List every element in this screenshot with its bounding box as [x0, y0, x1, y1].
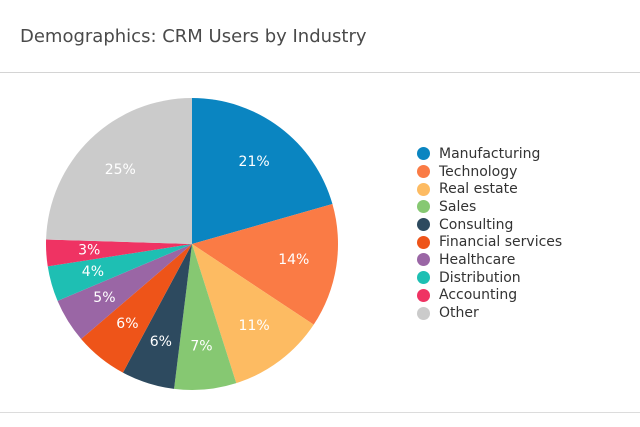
- legend-swatch: [417, 271, 430, 285]
- pie-slice-other: [46, 98, 192, 244]
- legend-label: Technology: [439, 163, 518, 180]
- legend-swatch: [417, 182, 430, 196]
- slice-value-label-consulting: 6%: [150, 334, 172, 350]
- slice-value-label-distribution: 4%: [82, 264, 104, 280]
- legend-label: Consulting: [439, 216, 514, 233]
- pie-slice-labels: 21%14%11%7%6%6%5%4%3%25%: [78, 154, 309, 355]
- legend-item-real-estate: Real estate: [417, 180, 562, 198]
- pie-slice-technology: [192, 204, 339, 325]
- pie-slice-manufacturing: [192, 98, 333, 244]
- pie-slices: [46, 98, 339, 390]
- slice-value-label-accounting: 3%: [78, 242, 100, 258]
- legend-item-accounting: Accounting: [417, 287, 562, 305]
- legend-swatch: [417, 147, 430, 161]
- legend-label: Healthcare: [439, 251, 516, 268]
- legend-swatch: [417, 218, 430, 232]
- legend-swatch: [417, 235, 430, 249]
- chart-legend: Manufacturing Technology Real estate Sales C…: [417, 145, 562, 322]
- legend-item-consulting: Consulting: [417, 216, 562, 234]
- legend-swatch: [417, 200, 430, 214]
- legend-label: Other: [439, 305, 479, 322]
- legend-label: Financial services: [439, 234, 563, 251]
- legend-item-financial-services: Financial services: [417, 233, 562, 251]
- pie-slice-real-estate: [192, 244, 314, 384]
- pie-slice-financial-services: [81, 244, 192, 373]
- legend-label: Sales: [439, 198, 477, 215]
- legend-label: Accounting: [439, 287, 518, 304]
- legend-label: Real estate: [439, 181, 518, 198]
- slice-value-label-other: 25%: [105, 162, 136, 178]
- legend-label: Manufacturing: [439, 145, 541, 162]
- pie-slice-sales: [174, 244, 237, 390]
- chart-title: Demographics: CRM Users by Industry: [20, 26, 367, 47]
- legend-item-distribution: Distribution: [417, 269, 562, 287]
- legend-item-technology: Technology: [417, 163, 562, 181]
- pie-slice-healthcare: [57, 244, 192, 339]
- slice-value-label-sales: 7%: [190, 339, 212, 355]
- legend-swatch: [417, 165, 430, 179]
- pie-slice-consulting: [122, 244, 192, 389]
- legend-item-manufacturing: Manufacturing: [417, 145, 562, 163]
- slice-value-label-financial-services: 6%: [116, 316, 138, 332]
- slice-value-label-real-estate: 11%: [239, 318, 270, 334]
- legend-item-sales: Sales: [417, 198, 562, 216]
- slice-value-label-manufacturing: 21%: [239, 154, 270, 170]
- slice-value-label-healthcare: 5%: [93, 290, 115, 306]
- legend-item-healthcare: Healthcare: [417, 251, 562, 269]
- legend-swatch: [417, 253, 430, 267]
- pie-slice-distribution: [47, 244, 193, 301]
- slice-value-label-technology: 14%: [278, 252, 309, 268]
- legend-swatch: [417, 288, 430, 302]
- pie-slice-accounting: [46, 239, 192, 267]
- header-divider: [0, 72, 640, 73]
- legend-item-other: Other: [417, 304, 562, 322]
- legend-label: Distribution: [439, 269, 521, 286]
- legend-swatch: [417, 306, 430, 320]
- footer-divider: [0, 412, 640, 413]
